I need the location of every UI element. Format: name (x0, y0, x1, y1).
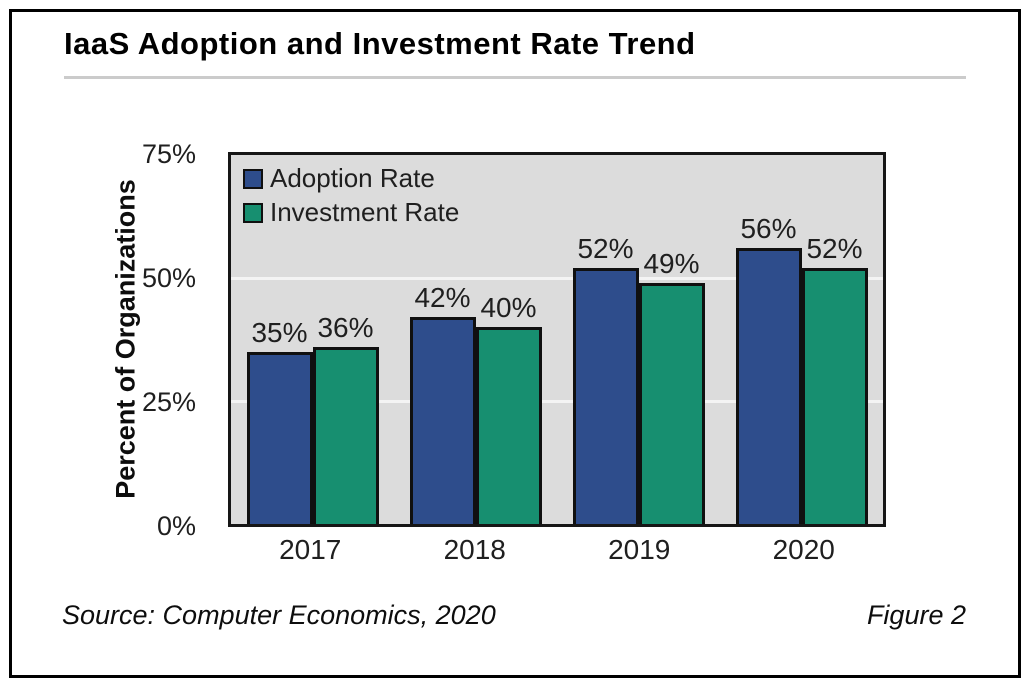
chart-title: IaaS Adoption and Investment Rate Trend (64, 26, 696, 61)
x-axis-labels: 2017 2018 2019 2020 (228, 534, 886, 566)
gridline-50 (231, 277, 883, 280)
bar-investment-rate-2019: 49% (638, 248, 705, 524)
value-label-investment-rate-2019: 49% (643, 248, 700, 279)
legend-swatch-investment-rate (243, 202, 263, 223)
bar-investment-rate-2020: 52% (801, 233, 868, 524)
value-label-investment-rate-2020: 52% (806, 233, 863, 264)
value-label-investment-rate-2017: 36% (317, 312, 374, 343)
source-note: Source: Computer Economics, 2020 (62, 600, 496, 630)
value-label-investment-rate-2018: 40% (480, 292, 537, 323)
bar-adoption-rate-2020: 56% (735, 213, 802, 524)
bar-adoption-rate-2019: 52% (572, 233, 639, 524)
bar-group-2020: 56% 52% (720, 155, 883, 524)
bar-investment-rate-2018: 40% (475, 292, 542, 524)
figure-label: Figure 2 (866, 600, 966, 630)
x-tick-2018: 2018 (443, 534, 506, 565)
legend-item-adoption-rate: Adoption Rate (243, 163, 459, 194)
legend: Adoption Rate Investment Rate (243, 163, 459, 231)
bar-adoption-rate-2017: 35% (246, 317, 313, 524)
y-axis-ticks: 0% 25% 50% 75% (0, 0, 196, 687)
value-label-adoption-rate-2020: 56% (740, 213, 797, 244)
y-tick-0-: 0% (156, 511, 196, 541)
bar-group-2017: 35% 36% (231, 155, 394, 524)
bar-investment-rate-2017: 36% (312, 312, 379, 524)
gridline-25 (231, 400, 883, 403)
x-tick-2019: 2019 (608, 534, 671, 565)
legend-item-investment-rate: Investment Rate (243, 197, 459, 228)
plot-area: 35% 36% 42% 40% 52% 49% 56% 52% Adoption Rate In… (228, 152, 886, 527)
x-tick-2020: 2020 (772, 534, 835, 565)
legend-label-investment-rate: Investment Rate (270, 197, 460, 227)
legend-label-adoption-rate: Adoption Rate (270, 163, 435, 193)
bar-adoption-rate-2018: 42% (409, 282, 476, 524)
value-label-adoption-rate-2018: 42% (414, 282, 471, 313)
bar-group-2019: 52% 49% (557, 155, 720, 524)
bar-group-2018: 42% 40% (394, 155, 557, 524)
bar-groups: 35% 36% 42% 40% 52% 49% 56% 52% (231, 155, 883, 524)
y-tick-75-: 75% (141, 139, 196, 169)
x-tick-2017: 2017 (279, 534, 342, 565)
legend-swatch-adoption-rate (243, 168, 263, 189)
y-tick-50-: 50% (141, 263, 196, 293)
title-divider (64, 76, 966, 79)
value-label-adoption-rate-2019: 52% (577, 233, 634, 264)
y-tick-25-: 25% (141, 387, 196, 417)
value-label-adoption-rate-2017: 35% (251, 317, 308, 348)
